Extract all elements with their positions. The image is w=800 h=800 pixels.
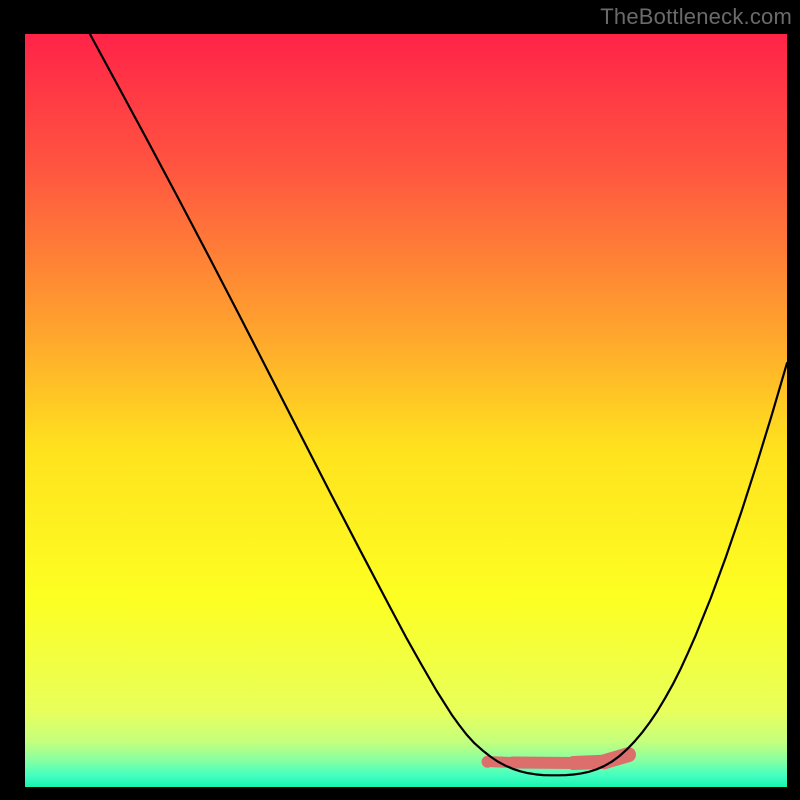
watermark-text: TheBottleneck.com (600, 4, 792, 30)
chart-frame: TheBottleneck.com (0, 0, 800, 800)
bottleneck-chart (0, 0, 800, 800)
